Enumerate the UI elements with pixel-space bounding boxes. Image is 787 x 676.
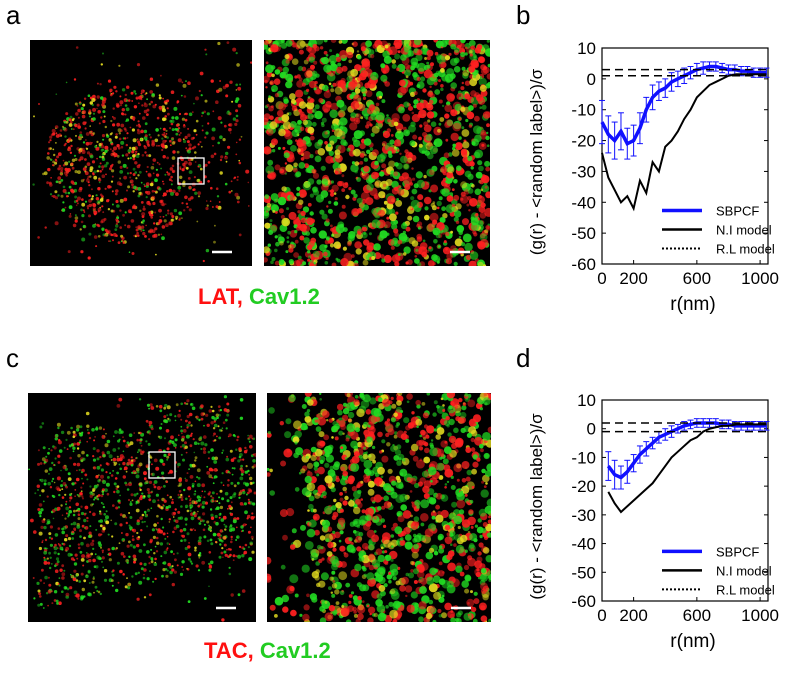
speckle-layer [28, 395, 256, 622]
micrograph-tac-cell-canvas [28, 395, 256, 622]
legend-label: N.I model [716, 563, 772, 578]
x-tick-label: 600 [683, 606, 711, 625]
speckle-layer [264, 40, 490, 266]
x-tick-label: 200 [619, 269, 647, 288]
x-tick-label: 200 [619, 606, 647, 625]
x-tick-label: 600 [683, 269, 711, 288]
micrograph-lat-cell [30, 40, 252, 266]
plot-area [599, 61, 770, 212]
chart-b: 100-10-20-30-40-50-600 200 600 1000r(nm)(g(… [527, 39, 779, 315]
micrograph-lat-zoom [264, 40, 490, 266]
y-tick-label: -20 [571, 132, 596, 151]
x-tick-label: 1000 [741, 606, 779, 625]
y-axis-label: (g(r) - <random label>)/σ [527, 413, 546, 600]
legend-label: SBPCF [716, 544, 759, 559]
plot-frame [601, 399, 769, 602]
legend-label: R.L model [716, 582, 775, 597]
panel-letter-a: a [6, 0, 21, 30]
panel-letter-c: c [6, 343, 19, 373]
micrograph-lat-zoom-canvas [264, 40, 490, 266]
plot-area [602, 418, 770, 514]
ni-model-line [601, 73, 767, 212]
y-tick-label: 0 [587, 70, 596, 89]
caption-protein-lat: LAT, [198, 284, 243, 309]
y-tick-label: -10 [571, 448, 596, 467]
caption-partner-cav12: Cav1.2 [248, 284, 320, 309]
micrograph-tac-cell [28, 393, 256, 622]
panel-letter-d: d [516, 343, 531, 373]
legend-label: R.L model [716, 241, 775, 256]
legend-label: N.I model [716, 222, 772, 237]
ni-model-line [607, 423, 767, 514]
y-tick-label: 10 [577, 39, 596, 58]
sbpcf-line [606, 421, 767, 480]
speckle-layer [32, 41, 252, 263]
x-axis-label: r(nm) [670, 631, 715, 652]
micrograph-tac-zoom-canvas [267, 393, 491, 622]
y-tick-label: -30 [571, 506, 596, 525]
caption-lat-cav12: LAT, Cav1.2 [198, 284, 320, 310]
x-tick-label: 1000 [741, 269, 779, 288]
y-tick-label: -40 [571, 193, 596, 212]
x-tick-label: 0 [597, 606, 606, 625]
micrograph-tac-zoom [267, 393, 491, 622]
y-tick-label: -40 [571, 535, 596, 554]
y-axis-label: (g(r) - <random label>)/σ [527, 68, 546, 255]
zoom-region-box [177, 157, 205, 185]
y-tick-label: 10 [577, 391, 596, 410]
speckle-layer [267, 393, 491, 622]
y-tick-label: -50 [571, 563, 596, 582]
y-tick-label: -20 [571, 477, 596, 496]
y-tick-label: 0 [587, 420, 596, 439]
micrograph-lat-cell-canvas [32, 41, 252, 263]
y-tick-label: -50 [571, 224, 596, 243]
y-tick-label: -30 [571, 162, 596, 181]
x-axis-label: r(nm) [670, 294, 715, 315]
legend-label: SBPCF [716, 203, 759, 218]
y-tick-label: -60 [571, 255, 596, 274]
chart-d: 100-10-20-30-40-50-600 200 600 1000r(nm)(g(… [527, 391, 779, 652]
y-tick-label: -60 [571, 592, 596, 611]
caption-protein-tac: TAC, [204, 638, 254, 663]
x-tick-label: 0 [597, 269, 606, 288]
zoom-region-box [148, 451, 176, 479]
caption-partner-cav12-2: Cav1.2 [259, 638, 331, 663]
caption-tac-cav12: TAC, Cav1.2 [204, 638, 331, 664]
y-tick-label: -10 [571, 101, 596, 120]
panel-letter-b: b [516, 0, 531, 30]
